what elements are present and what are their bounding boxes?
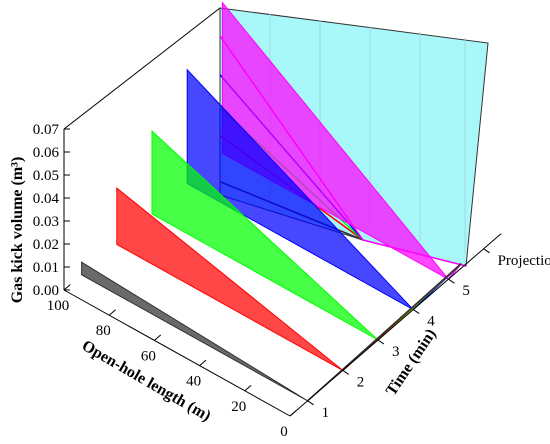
x-tick-label: 60 <box>141 348 156 364</box>
y-tick-label: 3 <box>392 344 400 360</box>
z-tick-label: 0.05 <box>33 168 59 184</box>
z-tick-label: 0.02 <box>33 237 59 253</box>
x-tick <box>108 309 116 316</box>
series-ribbon <box>151 130 379 341</box>
x-tick <box>244 384 252 392</box>
y-tick-label: Projection <box>498 253 550 269</box>
y-tick <box>448 278 455 284</box>
y-tick <box>377 339 385 345</box>
y-axis-title: Time (min) <box>383 326 440 399</box>
z-tick-label: 0.01 <box>33 260 59 276</box>
y-tick-label: 1 <box>322 405 330 421</box>
x-tick-label: 20 <box>231 399 246 415</box>
frame-edge <box>63 289 291 417</box>
x-tick-label: 100 <box>47 298 70 314</box>
y-axis-line <box>289 233 502 417</box>
z-tick-label: 0.04 <box>33 191 60 207</box>
x-axis: 100 80 60 40 20 0 <box>47 284 297 440</box>
frame-edge <box>63 7 221 130</box>
series-ribbons <box>81 1 462 402</box>
y-tick-label: 4 <box>427 314 435 330</box>
series-ribbon <box>116 187 344 371</box>
series-ribbon <box>81 261 308 402</box>
y-tick <box>412 309 420 315</box>
y-axis: 1 2 3 4 5 Projection <box>289 233 550 421</box>
y-tick-label: 2 <box>357 374 365 390</box>
y-tick <box>307 400 314 406</box>
series-floor-line <box>307 263 462 402</box>
x-tick-label: 0 <box>280 424 288 440</box>
x-tick-label: 40 <box>186 374 201 390</box>
z-tick-label: 0.06 <box>33 145 60 161</box>
z-axis: 0.00 0.01 0.02 0.03 0.04 0.05 0.06 0.07 <box>33 122 70 299</box>
series-ribbon <box>186 68 414 311</box>
y-tick <box>483 248 490 254</box>
z-tick-label: 0.03 <box>33 214 59 230</box>
y-tick-label: 5 <box>462 283 470 299</box>
x-tick-label: 80 <box>96 323 111 339</box>
x-tick <box>154 334 162 341</box>
x-tick <box>199 359 207 366</box>
z-tick-label: 0.00 <box>33 283 59 299</box>
z-axis-title: Gas kick volume (m³) <box>9 157 26 304</box>
z-tick-label: 0.07 <box>33 122 60 138</box>
series-ribbon <box>221 1 449 280</box>
y-tick <box>342 369 350 375</box>
x-tick <box>63 284 71 291</box>
